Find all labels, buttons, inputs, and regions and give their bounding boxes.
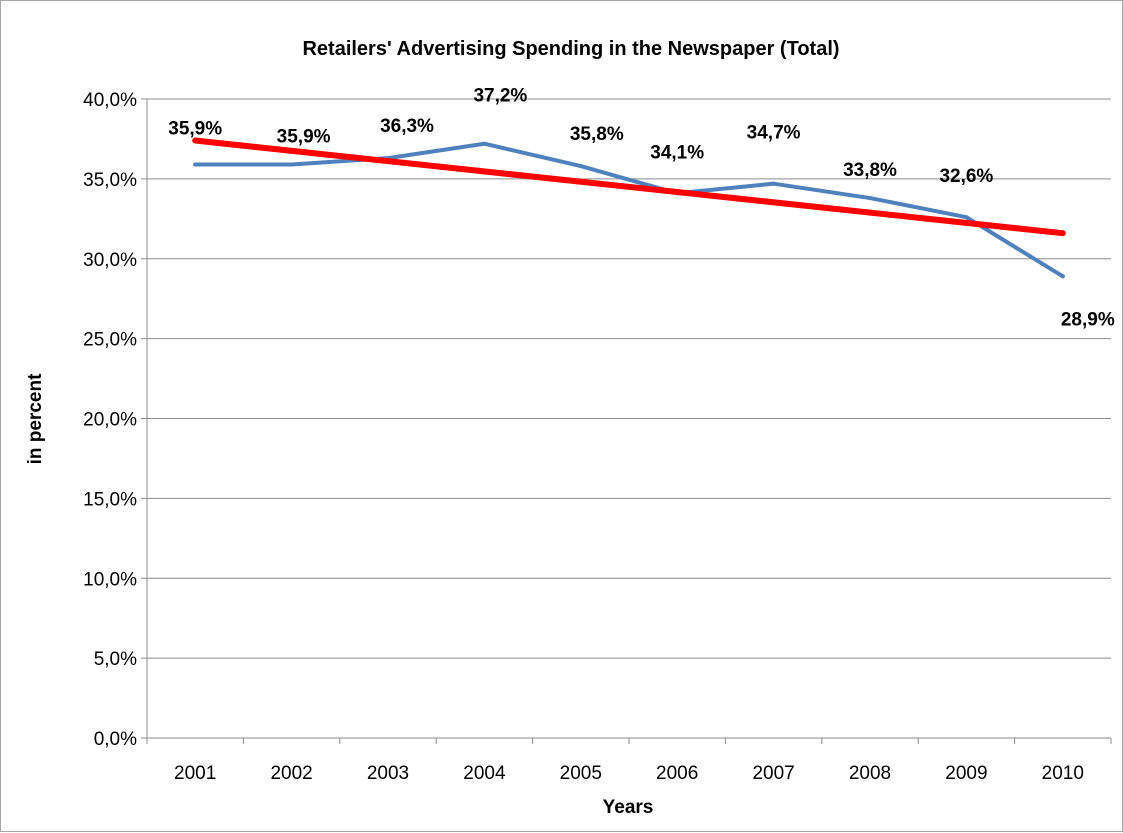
x-tick-label: 2008	[849, 763, 891, 784]
series-line	[193, 141, 1065, 279]
data-point	[964, 215, 969, 220]
data-label: 35,9%	[277, 126, 331, 147]
x-tick-label: 2001	[174, 763, 216, 784]
data-label: 34,7%	[747, 123, 801, 144]
chart-title: Retailers' Advertising Spending in the N…	[302, 38, 839, 60]
data-label: 28,9%	[1061, 309, 1115, 330]
x-tick-label: 2002	[270, 763, 312, 784]
x-axis-ticks: 2001 2002 2003 2004 2005 2006 2007 2008 2009 2010	[146, 738, 1112, 784]
x-tick-label: 2005	[560, 763, 602, 784]
x-tick-label: 2004	[463, 763, 506, 784]
data-point	[578, 164, 583, 169]
data-label: 36,3%	[380, 116, 434, 137]
gridlines	[147, 98, 1111, 659]
data-label: 33,8%	[843, 160, 897, 181]
y-tick-label: 0,0%	[94, 729, 137, 750]
x-tick-label: 2007	[752, 763, 794, 784]
x-tick-label: 2010	[1042, 763, 1084, 784]
trendline-layer	[192, 137, 1066, 237]
data-labels: 35,9% 35,9% 36,3% 37,2% 35,8% 34,1% 34,7% 33,8%…	[168, 86, 1115, 331]
data-point	[289, 162, 294, 167]
trendline	[192, 137, 1066, 237]
series-layer	[193, 141, 1065, 279]
x-tick-label: 2009	[945, 763, 987, 784]
data-point	[482, 141, 487, 146]
y-tick-label: 30,0%	[83, 250, 137, 271]
data-point	[1060, 274, 1065, 279]
data-label: 35,8%	[570, 124, 624, 145]
data-point	[868, 196, 872, 201]
y-tick-label: 10,0%	[83, 569, 137, 590]
y-tick-label: 20,0%	[83, 410, 137, 431]
y-axis-title: in percent	[25, 373, 46, 464]
data-label: 37,2%	[473, 86, 527, 107]
x-tick-label: 2006	[656, 763, 698, 784]
data-label: 34,1%	[650, 142, 704, 163]
data-point	[771, 181, 776, 186]
data-label: 32,6%	[939, 166, 993, 187]
x-tick-label: 2003	[367, 763, 409, 784]
y-axis-ticks: 0,0% 5,0% 10,0% 15,0% 20,0% 25,0% 30,0% 35,0% 40…	[83, 90, 147, 750]
data-label: 35,9%	[168, 118, 222, 139]
y-tick-label: 5,0%	[94, 649, 137, 670]
data-point	[193, 162, 198, 167]
y-tick-label: 35,0%	[83, 170, 137, 191]
y-tick-label: 40,0%	[83, 90, 137, 111]
y-tick-label: 25,0%	[83, 330, 137, 351]
x-axis-title: Years	[603, 797, 654, 818]
y-tick-label: 15,0%	[83, 489, 137, 510]
